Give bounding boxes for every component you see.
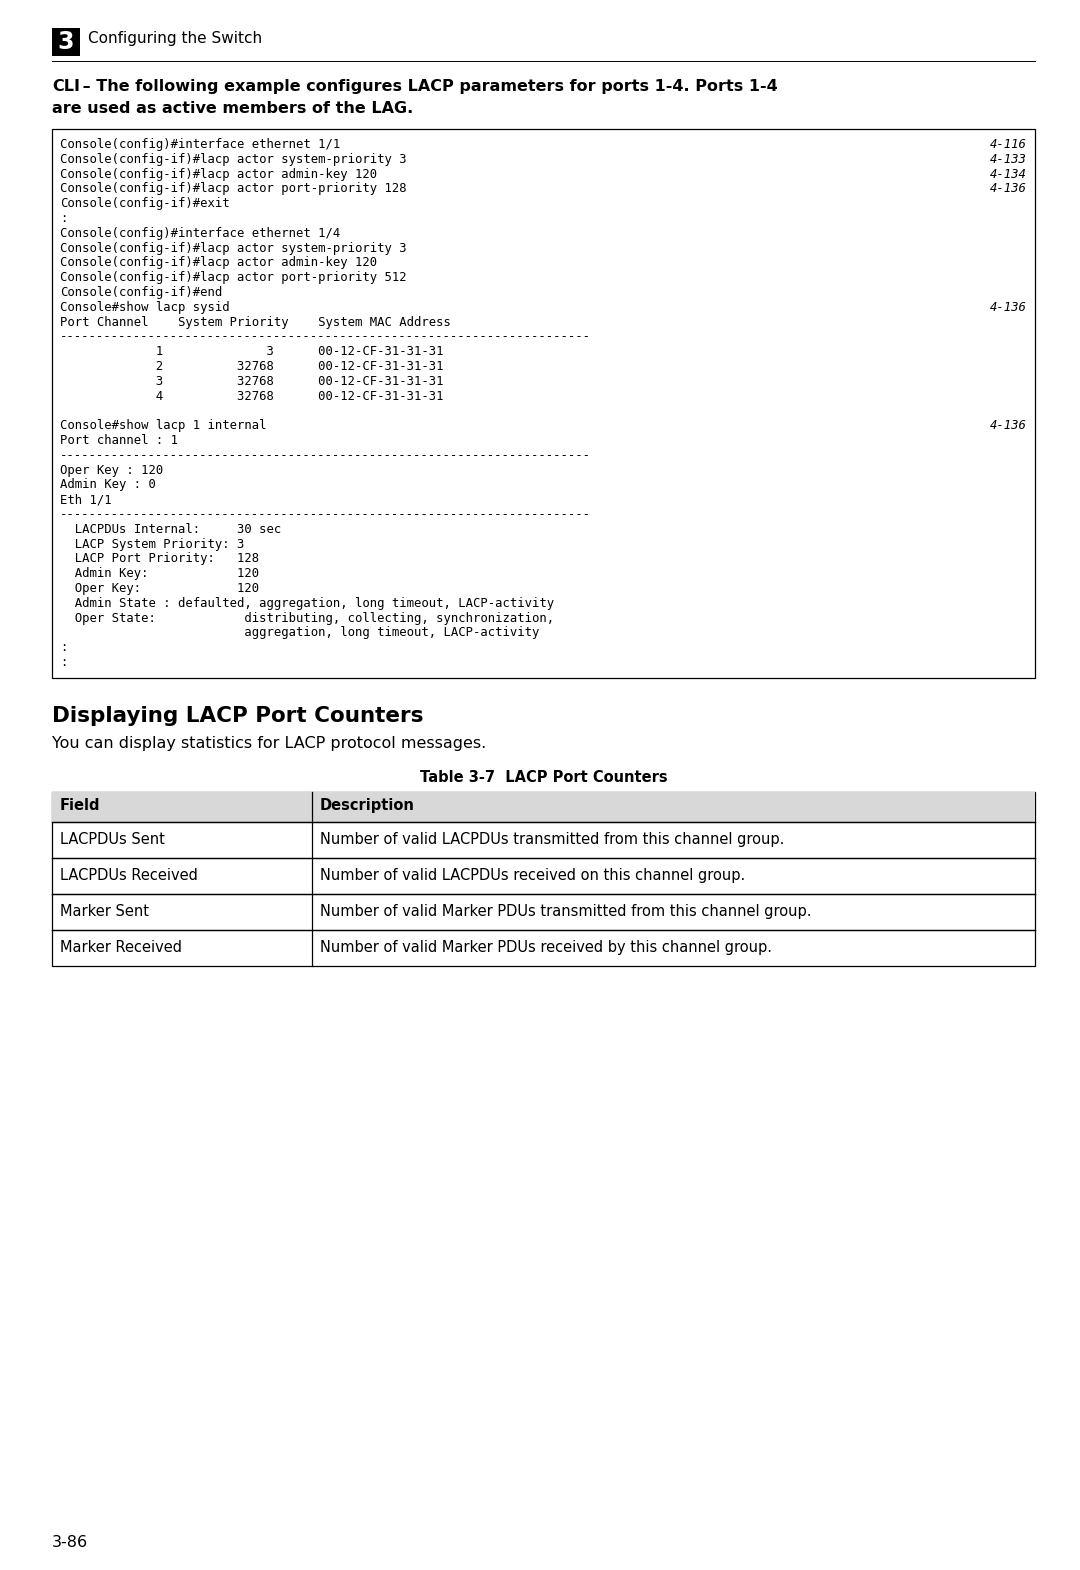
Text: Number of valid Marker PDUs transmitted from this channel group.: Number of valid Marker PDUs transmitted … [320, 904, 811, 918]
Text: LACP System Priority: 3: LACP System Priority: 3 [60, 537, 244, 551]
Text: Oper Key : 120: Oper Key : 120 [60, 463, 163, 477]
Text: :: : [60, 641, 67, 655]
Text: 3: 3 [57, 30, 75, 53]
Text: :: : [60, 656, 67, 669]
Text: Admin Key : 0: Admin Key : 0 [60, 479, 156, 491]
Text: Eth 1/1: Eth 1/1 [60, 493, 111, 506]
Text: Console(config-if)#lacp actor admin-key 120: Console(config-if)#lacp actor admin-key … [60, 256, 377, 270]
Text: Console(config-if)#lacp actor system-priority 3: Console(config-if)#lacp actor system-pri… [60, 152, 407, 166]
Text: Console(config-if)#lacp actor system-priority 3: Console(config-if)#lacp actor system-pri… [60, 242, 407, 254]
Text: Console(config-if)#lacp actor admin-key 120: Console(config-if)#lacp actor admin-key … [60, 168, 377, 181]
Text: LACPDUs Received: LACPDUs Received [60, 868, 198, 882]
Text: ------------------------------------------------------------------------: ----------------------------------------… [60, 449, 591, 462]
Text: 3-86: 3-86 [52, 1535, 89, 1550]
Text: 4-134: 4-134 [990, 168, 1027, 181]
Text: Console(config-if)#end: Console(config-if)#end [60, 286, 222, 298]
Text: Oper State:            distributing, collecting, synchronization,: Oper State: distributing, collecting, sy… [60, 612, 554, 625]
Text: Marker Sent: Marker Sent [60, 904, 149, 918]
Text: CLI: CLI [52, 78, 80, 94]
Text: – The following example configures LACP parameters for ports 1-4. Ports 1-4: – The following example configures LACP … [77, 78, 778, 94]
Text: 4-136: 4-136 [990, 301, 1027, 314]
Text: Displaying LACP Port Counters: Displaying LACP Port Counters [52, 706, 423, 725]
Text: 4-136: 4-136 [990, 419, 1027, 432]
Text: 4-116: 4-116 [990, 138, 1027, 151]
Text: Console(config)#interface ethernet 1/1: Console(config)#interface ethernet 1/1 [60, 138, 340, 151]
Text: You can display statistics for LACP protocol messages.: You can display statistics for LACP prot… [52, 736, 486, 750]
Text: ------------------------------------------------------------------------: ----------------------------------------… [60, 330, 591, 344]
Text: Console#show lacp sysid: Console#show lacp sysid [60, 301, 230, 314]
Text: Number of valid LACPDUs transmitted from this channel group.: Number of valid LACPDUs transmitted from… [320, 832, 784, 846]
Text: Port Channel    System Priority    System MAC Address: Port Channel System Priority System MAC … [60, 316, 450, 328]
Text: Admin Key:            120: Admin Key: 120 [60, 567, 259, 581]
Text: Table 3-7  LACP Port Counters: Table 3-7 LACP Port Counters [420, 769, 667, 785]
Text: Port channel : 1: Port channel : 1 [60, 433, 178, 447]
Text: LACPDUs Internal:     30 sec: LACPDUs Internal: 30 sec [60, 523, 281, 535]
Text: LACPDUs Sent: LACPDUs Sent [60, 832, 165, 846]
Text: 4          32768      00-12-CF-31-31-31: 4 32768 00-12-CF-31-31-31 [60, 389, 444, 402]
Text: Description: Description [320, 798, 415, 813]
Bar [52, 129, 1035, 678]
Text: Number of valid Marker PDUs received by this channel group.: Number of valid Marker PDUs received by … [320, 940, 772, 955]
Bar [52, 28, 80, 57]
Text: Console(config)#interface ethernet 1/4: Console(config)#interface ethernet 1/4 [60, 226, 340, 240]
Text: Marker Received: Marker Received [60, 940, 183, 955]
Text: :: : [60, 212, 67, 225]
Text: 2          32768      00-12-CF-31-31-31: 2 32768 00-12-CF-31-31-31 [60, 360, 444, 374]
Text: Console#show lacp 1 internal: Console#show lacp 1 internal [60, 419, 267, 432]
Text: 3          32768      00-12-CF-31-31-31: 3 32768 00-12-CF-31-31-31 [60, 375, 444, 388]
Text: aggregation, long timeout, LACP-activity: aggregation, long timeout, LACP-activity [60, 626, 539, 639]
Text: are used as active members of the LAG.: are used as active members of the LAG. [52, 100, 414, 116]
Text: 4-136: 4-136 [990, 182, 1027, 195]
Text: Number of valid LACPDUs received on this channel group.: Number of valid LACPDUs received on this… [320, 868, 745, 882]
Text: Field: Field [60, 798, 100, 813]
Text: Configuring the Switch: Configuring the Switch [87, 31, 262, 46]
Text: Console(config-if)#lacp actor port-priority 128: Console(config-if)#lacp actor port-prior… [60, 182, 407, 195]
Bar [52, 791, 1035, 966]
Text: 1              3      00-12-CF-31-31-31: 1 3 00-12-CF-31-31-31 [60, 345, 444, 358]
Text: 4-133: 4-133 [990, 152, 1027, 166]
Text: ------------------------------------------------------------------------: ----------------------------------------… [60, 509, 591, 521]
Text: Console(config-if)#exit: Console(config-if)#exit [60, 198, 230, 210]
Text: Oper Key:             120: Oper Key: 120 [60, 582, 259, 595]
Bar [52, 791, 1035, 821]
Text: LACP Port Priority:   128: LACP Port Priority: 128 [60, 553, 259, 565]
Text: Admin State : defaulted, aggregation, long timeout, LACP-activity: Admin State : defaulted, aggregation, lo… [60, 597, 554, 609]
Text: Console(config-if)#lacp actor port-priority 512: Console(config-if)#lacp actor port-prior… [60, 272, 407, 284]
